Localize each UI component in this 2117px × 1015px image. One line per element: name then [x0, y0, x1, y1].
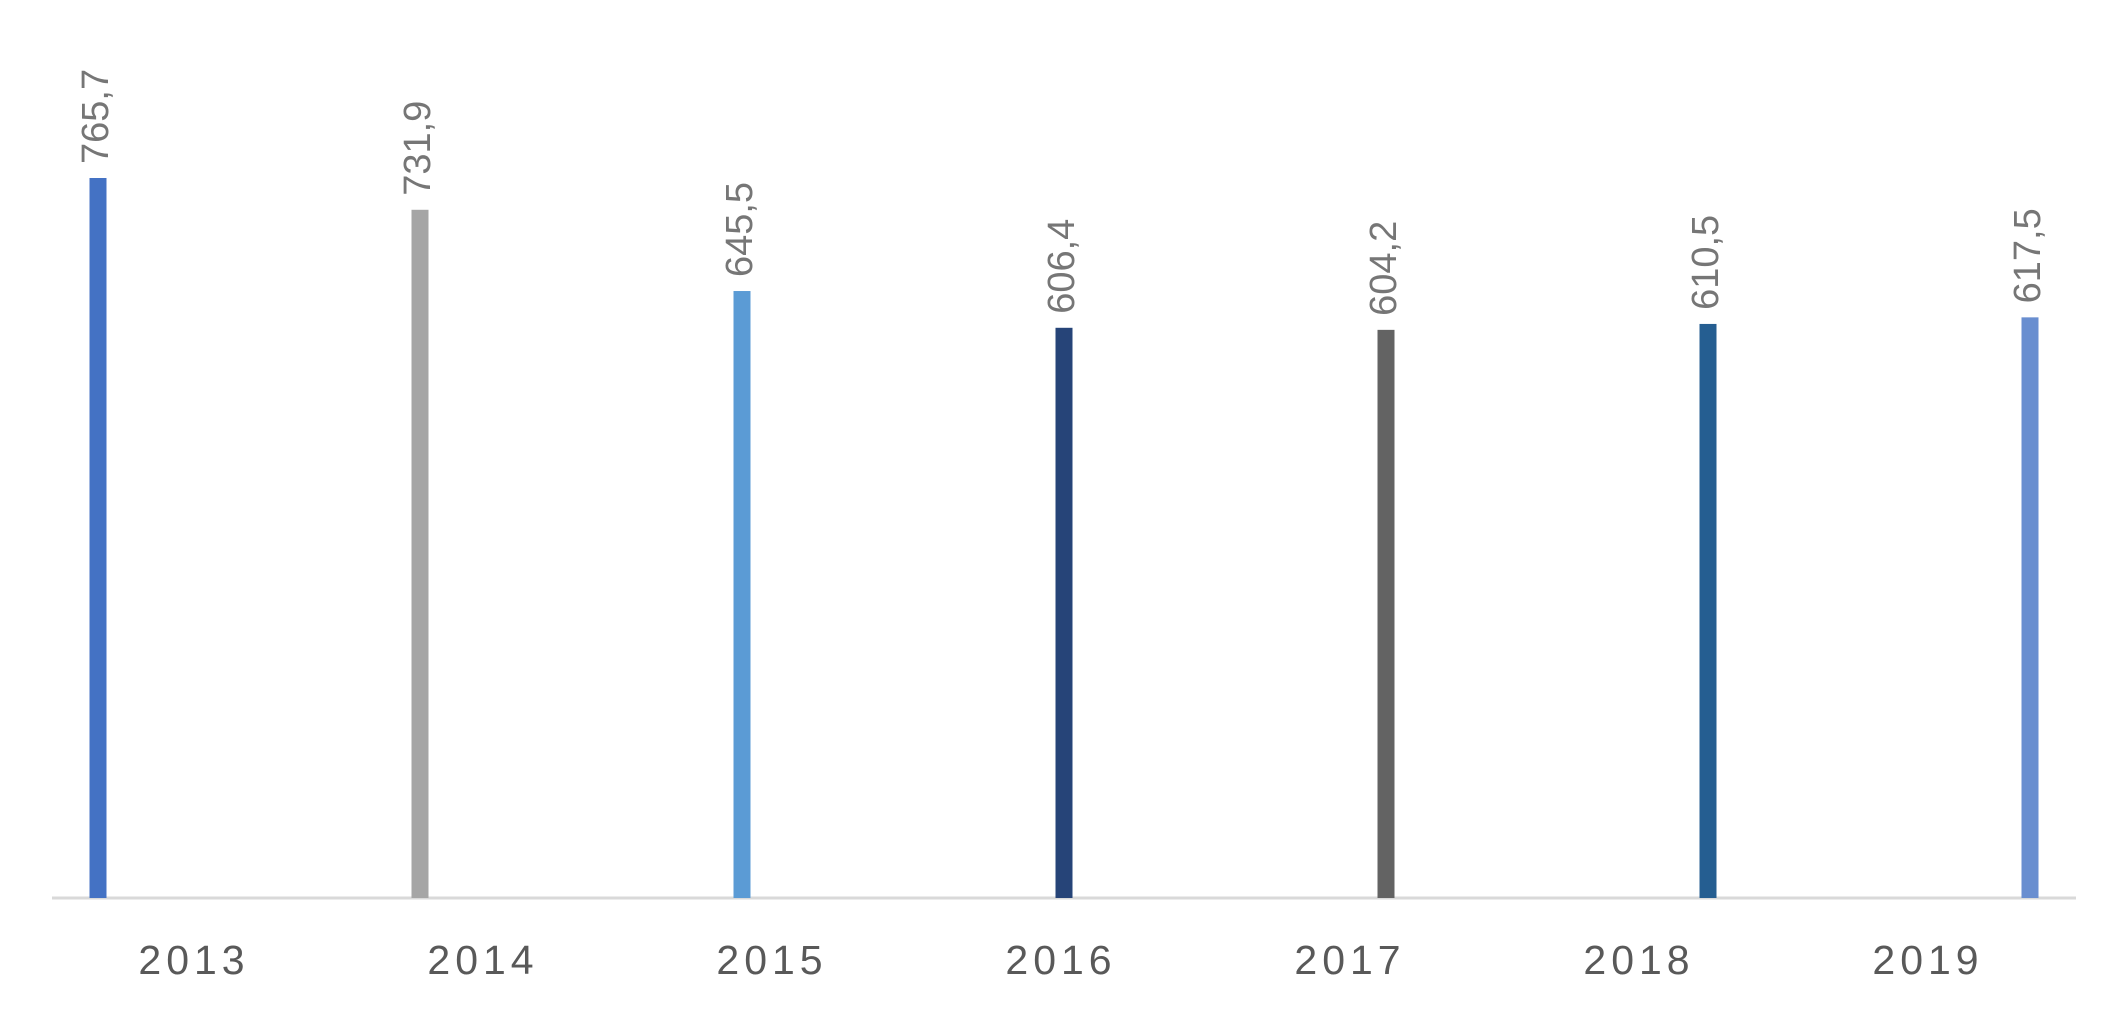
value-label: 604,2 — [1363, 221, 1405, 316]
bar — [733, 291, 751, 898]
bar — [411, 209, 429, 898]
value-label: 645,5 — [719, 182, 761, 277]
bar — [89, 178, 107, 898]
value-label: 765,7 — [75, 69, 117, 164]
x-tick-label: 2017 — [1294, 937, 1405, 983]
x-tick-label: 2019 — [1872, 937, 1983, 983]
bar — [1377, 329, 1395, 898]
x-tick-label: 2018 — [1583, 937, 1694, 983]
value-label: 606,4 — [1041, 219, 1083, 314]
x-tick-label: 2015 — [716, 937, 827, 983]
bar — [1055, 327, 1073, 898]
x-tick-label: 2013 — [138, 937, 249, 983]
bar — [2021, 317, 2039, 898]
bar — [1699, 323, 1717, 899]
x-tick-label: 2016 — [1005, 937, 1116, 983]
x-tick-label: 2014 — [427, 937, 538, 983]
value-label: 610,5 — [1685, 215, 1727, 310]
value-label: 731,9 — [397, 101, 439, 196]
value-label: 617,5 — [2007, 208, 2049, 303]
